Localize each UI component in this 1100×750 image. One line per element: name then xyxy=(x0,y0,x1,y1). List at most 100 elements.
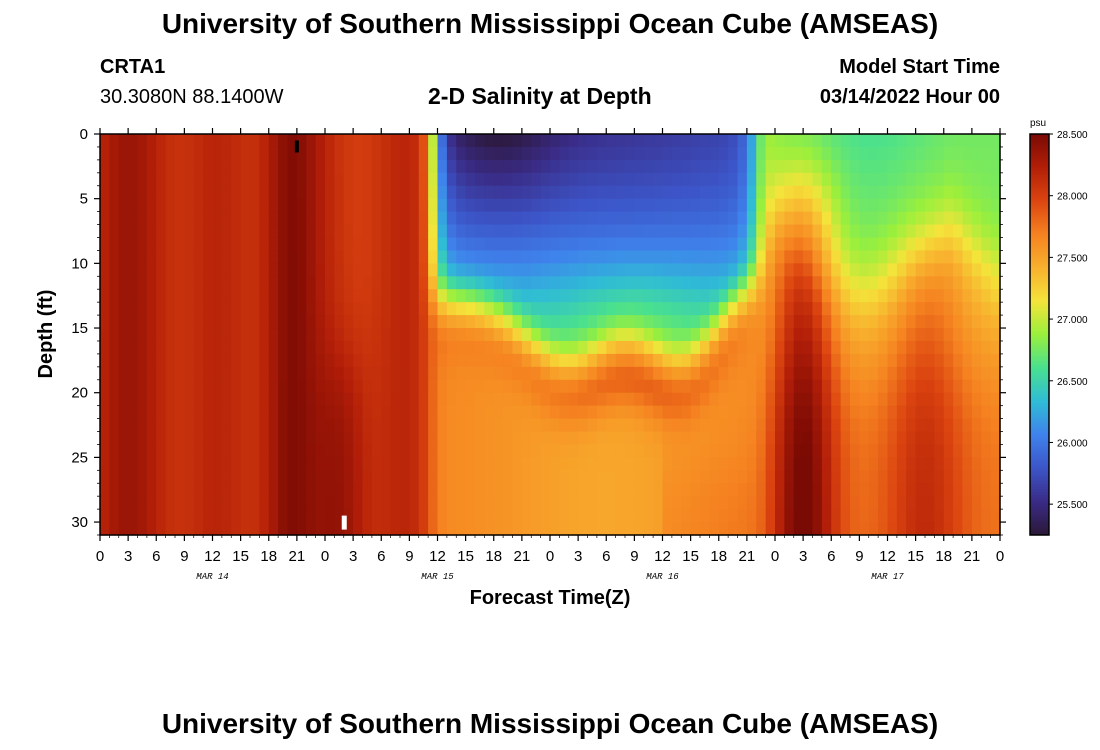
heatmap-cell xyxy=(671,509,682,523)
heatmap-cell xyxy=(606,366,617,381)
heatmap-cell xyxy=(868,237,879,252)
heatmap-cell xyxy=(662,353,673,368)
heatmap-cell xyxy=(793,134,804,148)
heatmap-cell xyxy=(128,224,139,239)
heatmap-cell xyxy=(137,470,148,484)
heatmap-cell xyxy=(718,379,729,394)
heatmap-cell xyxy=(475,289,485,303)
heatmap-cell xyxy=(268,172,279,187)
heatmap-cell xyxy=(831,302,842,316)
heatmap-cell xyxy=(456,289,467,303)
heatmap-cell xyxy=(634,366,645,381)
heatmap-cell xyxy=(118,250,129,264)
heatmap-cell xyxy=(671,328,682,342)
heatmap-cell xyxy=(821,418,832,433)
heatmap-cell xyxy=(240,198,251,213)
heatmap-cell xyxy=(981,353,992,368)
heatmap-cell xyxy=(128,340,139,355)
heatmap-cell xyxy=(165,302,176,316)
heatmap-cell xyxy=(493,211,504,226)
heatmap-cell xyxy=(840,172,851,187)
heatmap-cell xyxy=(503,198,514,213)
heatmap-cell xyxy=(381,431,392,446)
heatmap-cell xyxy=(221,302,232,316)
heatmap-cell xyxy=(934,522,945,536)
heatmap-cell xyxy=(465,483,476,497)
heatmap-cell xyxy=(221,444,232,458)
heatmap-cell xyxy=(671,315,682,329)
heatmap-cell xyxy=(953,496,964,510)
heatmap-cell xyxy=(409,250,420,264)
heatmap-cell xyxy=(709,328,720,342)
heatmap-cell xyxy=(934,496,945,510)
heatmap-cell xyxy=(812,522,823,536)
heatmap-cell xyxy=(943,263,954,277)
heatmap-cell xyxy=(568,185,579,200)
heatmap-cell xyxy=(456,185,467,200)
heatmap-cell xyxy=(681,457,692,471)
heatmap-cell xyxy=(493,276,504,290)
heatmap-cell xyxy=(315,224,326,239)
heatmap-cell xyxy=(278,263,289,277)
heatmap-cell xyxy=(343,146,354,161)
heatmap-cell xyxy=(981,134,992,148)
heatmap-cell xyxy=(146,134,157,148)
heatmap-cell xyxy=(746,418,757,433)
heatmap-cell xyxy=(381,146,392,161)
heatmap-cell xyxy=(268,237,279,252)
heatmap-cell xyxy=(775,302,785,316)
heatmap-cell xyxy=(165,522,176,536)
heatmap-cell xyxy=(971,522,982,536)
heatmap-cell xyxy=(100,392,110,407)
heatmap-cell xyxy=(334,366,345,381)
heatmap-cell xyxy=(184,483,195,497)
heatmap-cell xyxy=(334,237,345,252)
heatmap-cell xyxy=(878,522,889,536)
heatmap-cell xyxy=(259,340,270,355)
heatmap-cell xyxy=(362,276,373,290)
heatmap-cell xyxy=(728,289,739,303)
heatmap-cell xyxy=(446,496,457,510)
heatmap-cell xyxy=(568,146,579,161)
heatmap-cell xyxy=(915,237,926,252)
heatmap-cell xyxy=(700,496,710,510)
heatmap-cell xyxy=(175,418,185,433)
heatmap-cell xyxy=(175,379,185,394)
heatmap-cell xyxy=(146,405,157,420)
heatmap-cell xyxy=(400,159,410,174)
heatmap-cell xyxy=(962,185,973,200)
y-tick-label: 25 xyxy=(71,449,88,466)
heatmap-cell xyxy=(268,134,279,148)
heatmap-cell xyxy=(381,250,392,264)
heatmap-cell xyxy=(512,418,523,433)
heatmap-cell xyxy=(625,328,635,342)
heatmap-cell xyxy=(878,418,889,433)
heatmap-cell xyxy=(971,134,982,148)
heatmap-cell xyxy=(437,185,448,200)
heatmap-cell xyxy=(118,431,129,446)
heatmap-cell xyxy=(737,134,748,148)
heatmap-cell xyxy=(643,457,654,471)
heatmap-cell xyxy=(315,250,326,264)
heatmap-cell xyxy=(306,496,317,510)
heatmap-cell xyxy=(915,444,926,458)
heatmap-cell xyxy=(812,353,823,368)
heatmap-cell xyxy=(896,470,907,484)
heatmap-cell xyxy=(418,470,429,484)
heatmap-cell xyxy=(400,431,410,446)
heatmap-cell xyxy=(793,328,804,342)
heatmap-cell xyxy=(371,509,382,523)
heatmap-cell xyxy=(671,211,682,226)
heatmap-cell xyxy=(456,509,467,523)
heatmap-cell xyxy=(531,211,542,226)
heatmap-cell xyxy=(109,431,120,446)
heatmap-cell xyxy=(540,211,551,226)
heatmap-cell xyxy=(690,211,701,226)
heatmap-cell xyxy=(737,198,748,213)
heatmap-cell xyxy=(156,444,167,458)
heatmap-cell xyxy=(990,211,1001,226)
heatmap-cell xyxy=(512,457,523,471)
heatmap-cell xyxy=(400,483,410,497)
heatmap-cell xyxy=(231,509,242,523)
